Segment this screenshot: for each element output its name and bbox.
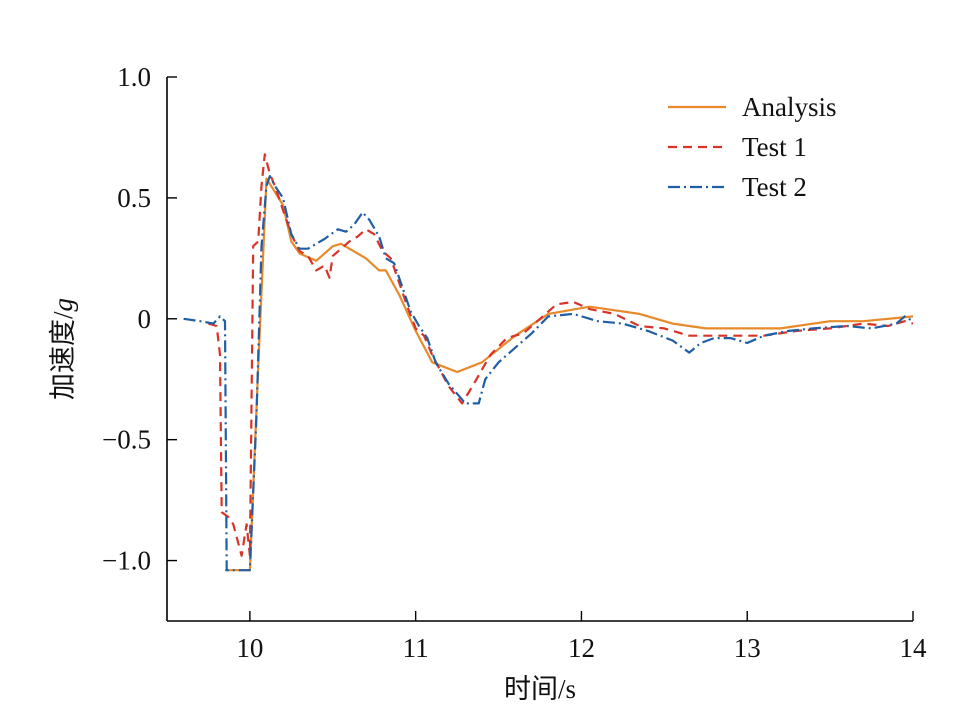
y-tick-label: 0.5 [117,183,151,213]
y-tick-label: 0 [138,304,152,334]
legend-label: Test 1 [742,132,807,162]
x-ticks: 10 11 12 13 14 [236,611,927,663]
legend: Analysis Test 1 Test 2 [668,92,837,202]
y-tick-label: −1.0 [102,546,151,576]
x-tick-label: 13 [734,633,761,663]
y-axis-title: 加速度/g [48,298,78,400]
y-ticks: 1.0 0.5 0 −0.5 −1.0 [102,62,177,576]
legend-label: Test 2 [742,172,807,202]
series-line-3 [183,175,914,572]
y-tick-label: −0.5 [102,425,151,455]
y-axis-title-unit: g [48,298,78,312]
x-tick-label: 11 [403,633,429,663]
x-tick-label: 14 [900,633,928,663]
y-tick-label: 1.0 [117,62,151,92]
series-line-2 [208,153,914,557]
series-line-1 [225,177,914,572]
x-axis-title: 时间/s [504,674,576,704]
x-tick-label: 10 [236,633,263,663]
series-layer [183,153,914,572]
y-axis-title-main: 加速度/ [48,311,78,400]
legend-label: Analysis [742,92,837,122]
x-tick-label: 12 [568,633,595,663]
